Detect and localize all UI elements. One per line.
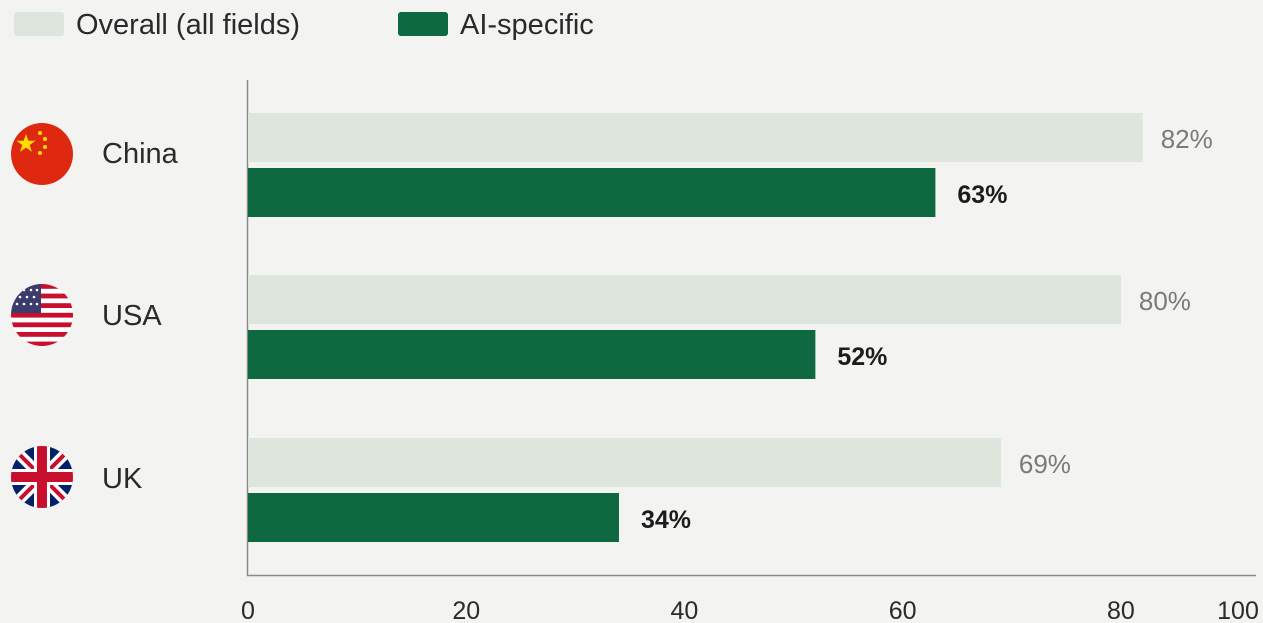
data-label-overall-all-fields-china: 82%	[1161, 124, 1213, 154]
category-label-uk: UK	[102, 463, 143, 495]
legend-label-overall: Overall (all fields)	[76, 9, 300, 41]
x-tick-label-40: 40	[671, 597, 699, 623]
data-label-ai-specific-usa: 52%	[837, 343, 887, 371]
legend-swatch-overall	[14, 12, 64, 36]
data-label-ai-specific-uk: 34%	[641, 506, 691, 534]
category-label-china: China	[102, 138, 179, 170]
legend-swatch-ai-specific	[398, 12, 448, 36]
data-label-overall-all-fields-usa: 80%	[1139, 286, 1191, 316]
bar-overall-all-fields-usa	[248, 275, 1121, 324]
x-tick-label-20: 20	[452, 597, 480, 623]
x-tick-label-80: 80	[1107, 597, 1135, 623]
china-flag-icon	[11, 123, 73, 185]
x-tick-label-60: 60	[889, 597, 917, 623]
x-tick-label-0: 0	[241, 597, 255, 623]
legend-label-ai-specific: AI-specific	[460, 9, 594, 41]
bar-ai-specific-china	[248, 168, 936, 217]
data-label-ai-specific-china: 63%	[957, 181, 1007, 209]
category-label-usa: USA	[102, 300, 162, 332]
usa-flag-icon	[11, 284, 73, 346]
bar-overall-all-fields-china	[248, 113, 1143, 162]
bar-overall-all-fields-uk	[248, 438, 1001, 487]
bar-ai-specific-usa	[248, 330, 816, 379]
data-label-overall-all-fields-uk: 69%	[1019, 449, 1071, 479]
x-tick-label-100: 100	[1217, 597, 1259, 623]
bar-ai-specific-uk	[248, 493, 619, 542]
uk-flag-icon	[11, 446, 73, 508]
